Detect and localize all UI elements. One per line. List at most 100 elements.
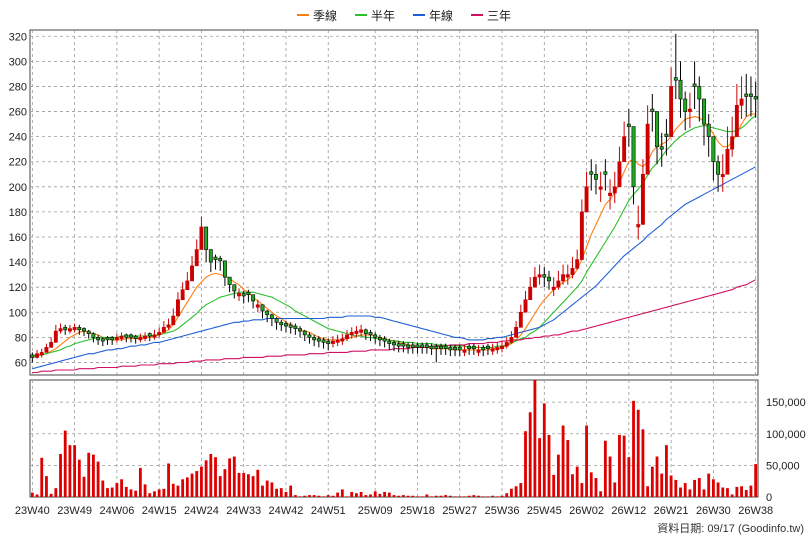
volume-bar — [157, 489, 161, 497]
candle-up — [514, 327, 519, 338]
volume-bar — [326, 495, 330, 497]
volume-bar — [246, 474, 250, 497]
x-tick-label: 24W15 — [142, 505, 177, 517]
volume-bar — [711, 479, 715, 497]
volume-bar — [54, 488, 58, 497]
candle-down — [387, 340, 392, 344]
volume-bar — [735, 486, 739, 497]
candle-down — [110, 337, 115, 341]
candle-down — [213, 256, 218, 260]
volume-bar — [322, 496, 325, 497]
x-tick-label: 25W18 — [400, 505, 435, 517]
volume-bar — [317, 495, 321, 497]
candle-down — [396, 343, 401, 347]
ma-three-line — [32, 279, 756, 374]
candle-up — [528, 286, 533, 301]
volume-bar — [359, 491, 363, 497]
candle-down — [711, 136, 716, 163]
candle-up — [119, 335, 124, 339]
candle-down — [100, 338, 105, 342]
volume-bar — [458, 496, 462, 497]
candle-down — [434, 345, 439, 349]
candle-down — [133, 335, 138, 339]
legend-swatch-half — [354, 14, 367, 16]
candle-up — [114, 337, 119, 341]
candle-up — [199, 226, 204, 250]
volume-bar — [688, 489, 692, 497]
candle-up — [500, 345, 504, 349]
volume-bar — [40, 457, 44, 497]
candle-down — [410, 344, 415, 348]
candle-down — [363, 329, 368, 334]
candle-up — [720, 173, 725, 178]
volume-bar — [716, 482, 720, 497]
volume-bar — [589, 472, 593, 497]
volume-bar — [477, 495, 480, 497]
volume-bar — [143, 484, 147, 497]
volume-bar — [148, 493, 152, 497]
candle-down — [218, 258, 223, 262]
candle-down — [424, 344, 429, 348]
volume-bar — [505, 493, 509, 497]
price-tick-label: 140 — [9, 257, 27, 269]
volume-bar — [481, 496, 485, 497]
volume-bar — [49, 493, 53, 497]
candle-down — [678, 79, 683, 100]
x-tick-label: 26W30 — [696, 505, 731, 517]
candle-up — [166, 324, 171, 328]
candle-up — [53, 330, 58, 343]
price-tick-label: 100 — [9, 307, 27, 319]
volume-bar — [636, 409, 640, 497]
ma-year-line — [32, 166, 756, 370]
volume-bar — [251, 476, 255, 497]
legend-label-quarter: 季線 — [312, 8, 337, 23]
volume-bar — [218, 476, 222, 497]
volume-bar — [599, 491, 603, 497]
candle-down — [307, 334, 312, 338]
volume-bar — [571, 474, 574, 497]
volume-bar — [355, 493, 358, 497]
candle-down — [232, 284, 237, 292]
volume-bar — [425, 494, 429, 497]
volume-bar — [547, 435, 551, 497]
volume-bar — [453, 496, 457, 497]
candle-up — [44, 347, 49, 353]
candle-up — [617, 161, 622, 188]
volume-bar — [510, 488, 513, 497]
price-tick-label: 260 — [9, 107, 27, 119]
volume-bar — [59, 453, 62, 497]
volume-bar — [308, 495, 311, 497]
candle-up — [359, 329, 364, 333]
candle-down — [706, 123, 711, 137]
candle-down — [288, 324, 293, 328]
volume-bar — [486, 496, 490, 497]
candle-up — [340, 338, 345, 342]
candle-down — [702, 98, 706, 125]
volume-bar — [627, 457, 631, 497]
volume-bar — [660, 473, 664, 497]
candle-up — [608, 192, 612, 196]
candle-up — [636, 224, 641, 228]
volume-tick-label: 100,000 — [766, 429, 806, 441]
volume-bar — [641, 429, 645, 497]
volume-bar — [364, 495, 368, 497]
volume-bar — [228, 458, 232, 497]
candle-down — [222, 260, 227, 278]
volume-bar — [279, 488, 283, 497]
volume-bar — [120, 479, 123, 497]
volume-bar — [575, 466, 579, 497]
x-tick-label: 25W36 — [485, 505, 520, 517]
candle-down — [227, 276, 232, 285]
volume-bar — [101, 480, 105, 497]
volume-bar — [542, 403, 546, 497]
candle-down — [241, 293, 246, 297]
volume-bar — [162, 488, 166, 497]
volume-bar — [237, 472, 241, 497]
candle-up — [687, 108, 692, 112]
volume-bar — [223, 469, 227, 497]
candle-up — [523, 299, 528, 313]
volume-bar — [115, 483, 119, 497]
candle-up — [579, 211, 584, 260]
price-tick-label: 120 — [9, 282, 27, 294]
x-tick-label: 24W24 — [184, 505, 219, 517]
